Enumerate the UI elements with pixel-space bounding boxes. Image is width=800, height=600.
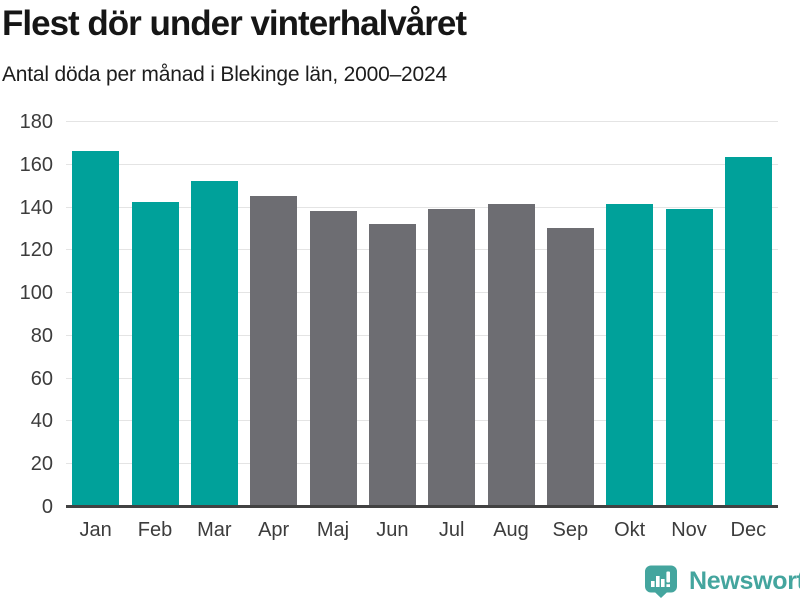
y-tick-label-120: 120 [19,239,53,262]
bar-maj [309,210,357,506]
x-tick-label-jun: Jun [376,519,409,541]
bar-apr [250,195,298,506]
y-tick-label-20: 20 [30,453,53,476]
newsworthy-logo-text: Newsworthy [689,567,800,595]
chart-subtitle: Antal döda per månad i Blekinge län, 200… [2,63,447,86]
x-tick-label-maj: Maj [316,519,350,541]
logo-bar-tall [656,576,660,587]
y-tick-label-80: 80 [30,324,53,347]
newsworthy-bubble-chart-icon [645,565,677,598]
gridline-160 [66,163,778,165]
y-tick-label-160: 160 [19,153,53,176]
x-tick-label-jan: Jan [79,519,112,541]
logo-exclamation-bar [666,571,670,583]
bar-sep [546,227,594,506]
gridline-60 [66,377,778,379]
gridline-40 [66,420,778,422]
bar-jul [428,208,476,506]
x-tick-label-feb: Feb [137,519,173,541]
logo-exclamation-dot [666,584,670,587]
bar-okt [606,204,654,506]
x-tick-label-aug: Aug [493,519,529,541]
x-axis-line [66,505,778,508]
chart-title: Flest dör under vinterhalvåret [2,4,467,43]
y-tick-label-40: 40 [30,410,53,433]
x-tick-label-dec: Dec [730,519,767,541]
y-tick-label-180: 180 [19,111,53,133]
x-tick-label-nov: Nov [671,519,707,541]
bar-feb [131,202,179,506]
gridline-120 [66,249,778,251]
bar-jan [72,150,120,506]
bar-mar [190,180,238,506]
bar-nov [665,208,713,506]
x-tick-label-sep: Sep [552,519,589,541]
x-tick-label-okt: Okt [614,519,646,541]
x-tick-label-mar: Mar [197,519,232,541]
newsworthy-logo: Newsworthy [644,565,800,598]
gridline-180 [66,121,778,122]
bar-aug [487,204,535,506]
x-tick-label-jul: Jul [438,519,465,541]
bar-dec [724,157,772,506]
gridline-80 [66,334,778,336]
plot-area: 0 20 40 60 80 100 120 140 160 180 Jan Feb Mar Apr Maj J… [0,100,800,550]
x-tick-label-apr: Apr [258,519,290,541]
y-tick-label-60: 60 [30,367,53,390]
y-tick-label-100: 100 [19,282,53,305]
gridline-20 [66,463,778,465]
y-tick-label-0: 0 [41,496,53,518]
gridline-100 [66,292,778,294]
gridline-140 [66,206,778,208]
logo-bar-short [651,581,655,587]
logo-bar-mid [661,579,665,587]
y-tick-label-140: 140 [19,196,53,219]
bar-jun [368,223,416,506]
